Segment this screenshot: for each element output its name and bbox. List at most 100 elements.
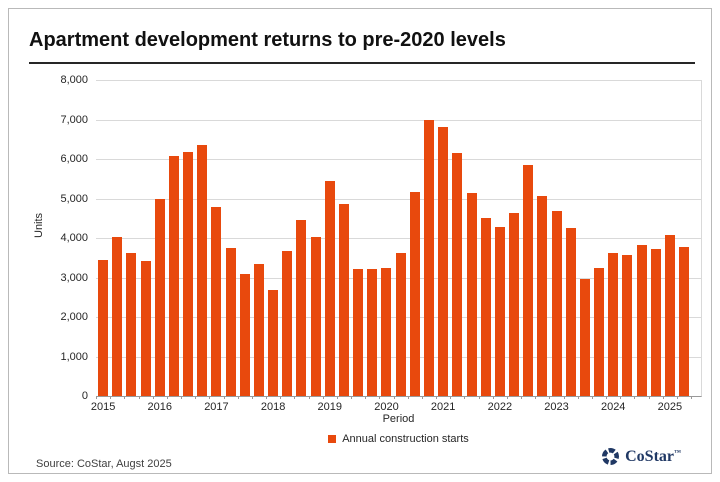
bar-2022-q1 bbox=[494, 226, 505, 396]
x-year-label: 2015 bbox=[90, 401, 116, 413]
bar-2024-q1 bbox=[608, 252, 619, 396]
x-tick bbox=[251, 396, 253, 399]
chart-title: Apartment development returns to pre-202… bbox=[29, 29, 506, 51]
bar-2020-q2 bbox=[395, 253, 406, 396]
x-tick bbox=[577, 396, 579, 399]
x-tick bbox=[322, 396, 324, 399]
x-tick bbox=[181, 396, 183, 399]
y-tick-label: 1,000 bbox=[60, 350, 88, 363]
x-tick bbox=[308, 396, 310, 399]
x-tick bbox=[209, 396, 211, 399]
bar-2025-q2 bbox=[679, 246, 690, 396]
bar-2017-q3 bbox=[239, 273, 250, 396]
x-tick bbox=[634, 396, 636, 399]
x-tick bbox=[266, 396, 268, 399]
bar-2015-q3 bbox=[126, 253, 137, 396]
x-tick bbox=[110, 396, 112, 399]
bar-2017-q1 bbox=[211, 206, 222, 396]
costar-pinwheel-icon bbox=[602, 448, 620, 465]
x-tick bbox=[237, 396, 239, 399]
legend-swatch-icon bbox=[328, 435, 337, 443]
bar-2018-q4 bbox=[310, 237, 321, 396]
bar-2021-q3 bbox=[466, 193, 477, 396]
bar-2022-q3 bbox=[523, 164, 534, 396]
bar-2016-q2 bbox=[168, 155, 179, 396]
bar-2019-q4 bbox=[367, 268, 378, 396]
gridline bbox=[96, 159, 701, 160]
bar-2020-q3 bbox=[409, 191, 420, 396]
x-tick bbox=[492, 396, 494, 399]
x-tick bbox=[464, 396, 466, 399]
x-tick bbox=[606, 396, 608, 399]
bar-2016-q1 bbox=[154, 199, 165, 396]
bar-2017-q2 bbox=[225, 247, 236, 396]
bar-2019-q3 bbox=[353, 269, 364, 396]
costar-logo-text: CoStar™ bbox=[625, 447, 681, 465]
bar-2019-q1 bbox=[324, 181, 335, 396]
bar-2021-q4 bbox=[480, 218, 491, 396]
x-tick bbox=[478, 396, 480, 399]
x-tick bbox=[563, 396, 565, 399]
bar-2023-q1 bbox=[551, 210, 562, 396]
x-year-label: 2022 bbox=[487, 401, 513, 413]
gridline bbox=[96, 238, 701, 239]
gridline bbox=[96, 198, 701, 200]
bar-2024-q2 bbox=[622, 255, 633, 396]
x-year-label: 2024 bbox=[600, 401, 626, 413]
x-year-label: 2020 bbox=[374, 401, 399, 413]
x-year-label: 2017 bbox=[204, 401, 229, 413]
x-year-label: 2019 bbox=[317, 401, 343, 413]
x-tick bbox=[166, 396, 168, 399]
gridline bbox=[96, 119, 701, 121]
bar-2018-q2 bbox=[282, 251, 293, 396]
x-tick bbox=[138, 396, 140, 399]
x-tick bbox=[549, 396, 551, 399]
bar-2023-q3 bbox=[579, 279, 590, 396]
x-tick bbox=[521, 396, 523, 399]
x-tick bbox=[294, 396, 296, 399]
trademark-icon: ™ bbox=[674, 448, 681, 457]
x-tick bbox=[421, 396, 423, 399]
x-tick bbox=[506, 396, 508, 399]
x-tick bbox=[96, 396, 97, 399]
bar-2017-q4 bbox=[253, 264, 264, 396]
x-tick bbox=[591, 396, 593, 399]
bar-2018-q1 bbox=[268, 290, 279, 396]
x-tick bbox=[450, 396, 452, 399]
bar-2021-q1 bbox=[438, 127, 449, 396]
x-tick bbox=[620, 396, 622, 399]
x-tick bbox=[393, 396, 395, 399]
y-tick-label: 5,000 bbox=[60, 192, 88, 205]
x-tick bbox=[436, 396, 438, 399]
x-tick bbox=[152, 396, 154, 399]
y-tick-label: 8,000 bbox=[60, 74, 88, 86]
bar-2019-q2 bbox=[338, 204, 349, 396]
y-tick-label: 0 bbox=[81, 390, 88, 402]
y-tick-label: 7,000 bbox=[60, 113, 88, 126]
x-tick bbox=[691, 396, 693, 399]
legend-label: Annual construction starts bbox=[342, 433, 469, 445]
x-year-label: 2018 bbox=[260, 401, 286, 413]
title-underline bbox=[29, 62, 695, 64]
bar-2021-q2 bbox=[452, 152, 463, 396]
bar-2015-q4 bbox=[140, 260, 151, 396]
x-tick bbox=[124, 396, 126, 399]
chart-card: Apartment development returns to pre-202… bbox=[8, 8, 712, 474]
bar-2025-q1 bbox=[664, 234, 675, 396]
y-tick-label: 3,000 bbox=[60, 271, 88, 284]
x-year-label: 2025 bbox=[657, 401, 683, 413]
x-tick bbox=[351, 396, 353, 399]
x-year-label: 2016 bbox=[147, 401, 172, 413]
bar-2024-q4 bbox=[650, 249, 661, 396]
x-tick bbox=[676, 396, 678, 399]
x-tick bbox=[280, 396, 282, 399]
x-tick bbox=[648, 396, 650, 399]
bar-2016-q3 bbox=[183, 151, 194, 396]
bar-2020-q4 bbox=[423, 119, 434, 396]
gridline bbox=[96, 80, 701, 81]
y-tick-label: 4,000 bbox=[60, 232, 88, 244]
x-year-label: 2023 bbox=[544, 401, 569, 413]
bar-chart-plot: 0 1,000 2,000 3,000 4,000 5,000 6,000 7,000 8,00… bbox=[60, 74, 702, 413]
x-tick bbox=[535, 396, 537, 399]
costar-logo: CoStar™ bbox=[601, 447, 681, 466]
